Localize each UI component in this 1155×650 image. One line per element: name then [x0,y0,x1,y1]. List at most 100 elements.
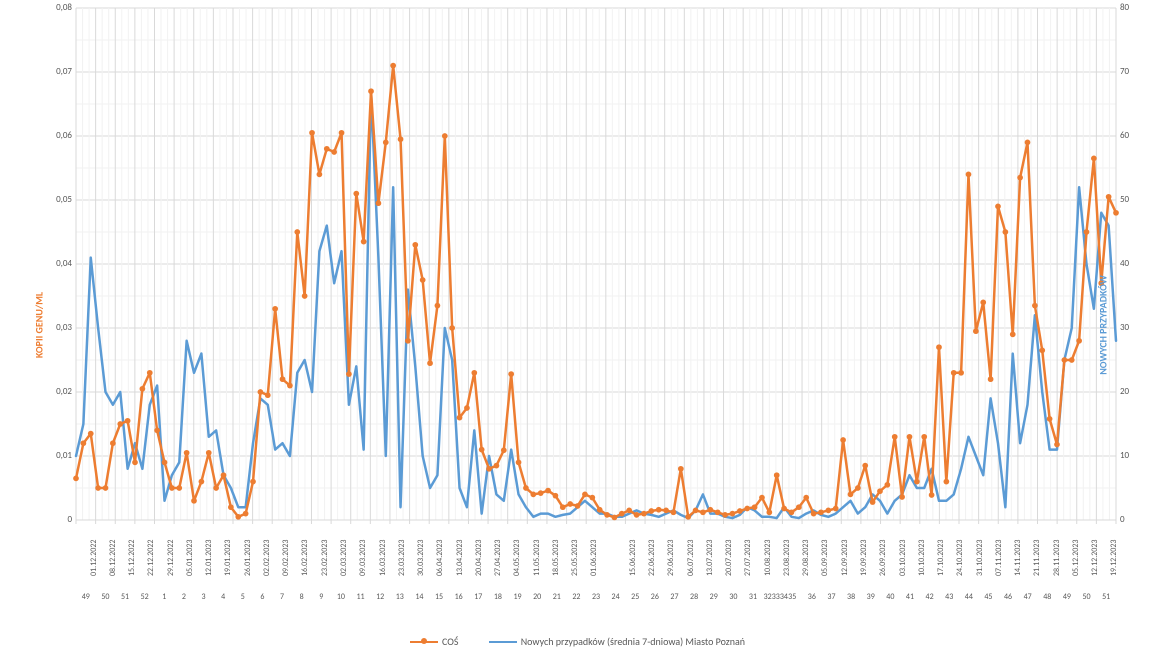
y-left-tick: 0,07 [42,66,72,77]
x-date-tick: 20.07.2023 [724,540,734,576]
x-date-tick: 19.09.2023 [859,540,869,576]
x-date-tick: 27.07.2023 [743,540,753,576]
x-week-tick: 17 [469,592,487,602]
x-date-tick: 05.12.2023 [1071,540,1081,576]
x-week-tick: 51 [116,592,134,602]
x-date-tick: 22.12.2022 [146,540,156,576]
y-right-axis-label: NOWYCH PRZYPADKÓW [1097,275,1110,375]
x-date-tick: 17.10.2023 [936,540,946,576]
x-date-tick: 23.02.2023 [320,540,330,576]
x-week-tick: 44 [960,592,978,602]
x-date-tick: 29.06.2023 [666,540,676,576]
x-date-tick: 30.03.2023 [416,540,426,576]
x-week-tick: 323334 [764,592,782,602]
x-week-tick: 13 [391,592,409,602]
x-date-tick: 09.02.2023 [281,540,291,576]
x-week-tick: 11 [352,592,370,602]
x-date-tick: 01.12.2022 [89,540,99,576]
x-week-tick: 19 [509,592,527,602]
x-date-tick: 09.03.2023 [358,540,368,576]
y-right-tick: 10 [1120,450,1144,461]
x-date-tick: 06.04.2023 [435,540,445,576]
x-date-tick: 20.04.2023 [474,540,484,576]
x-date-tick: 01.06.2023 [589,540,599,576]
x-week-tick: 41 [901,592,919,602]
x-week-tick: 52 [136,592,154,602]
x-week-tick: 3 [195,592,213,602]
x-date-tick: 05.01.2023 [185,540,195,576]
x-week-tick: 25 [626,592,644,602]
legend: COŚ Nowych przypadków (średnia 7-dniowa)… [0,633,1155,649]
x-week-tick: 23 [587,592,605,602]
x-week-tick: 39 [862,592,880,602]
y-left-tick: 0 [42,514,72,525]
x-date-tick: 29.08.2023 [801,540,811,576]
x-week-tick: 49 [1058,592,1076,602]
x-date-tick: 22.06.2023 [647,540,657,576]
x-week-tick: 31 [744,592,762,602]
x-week-tick: 35 [783,592,801,602]
x-week-tick: 21 [548,592,566,602]
x-date-tick: 24.10.2023 [955,540,965,576]
y-right-tick: 20 [1120,386,1144,397]
x-date-tick: 23.03.2023 [397,540,407,576]
y-right-tick: 60 [1120,130,1144,141]
y-right-tick: 70 [1120,66,1144,77]
x-date-tick: 12.01.2023 [204,540,214,576]
x-week-tick: 51 [1097,592,1115,602]
x-week-tick: 28 [685,592,703,602]
x-week-tick: 8 [293,592,311,602]
x-week-tick: 20 [528,592,546,602]
x-date-tick: 14.11.2023 [1013,540,1023,576]
legend-swatch-icon [489,641,517,643]
x-date-tick: 05.09.2023 [820,540,830,576]
x-date-tick: 19.12.2023 [1109,540,1119,576]
x-date-tick: 02.03.2023 [339,540,349,576]
x-date-tick: 12.12.2023 [1090,540,1100,576]
legend-item-cos: COŚ [410,635,458,648]
x-date-tick: 06.07.2023 [686,540,696,576]
x-week-tick: 16 [450,592,468,602]
x-date-tick: 15.12.2022 [127,540,137,576]
y-right-tick: 50 [1120,194,1144,205]
x-date-tick: 08.12.2022 [108,540,118,576]
x-date-tick: 03.10.2023 [898,540,908,576]
x-week-tick: 48 [1038,592,1056,602]
y-right-tick: 30 [1120,322,1144,333]
x-date-tick: 27.04.2023 [493,540,503,576]
x-date-tick: 29.12.2022 [166,540,176,576]
x-date-tick: 11.05.2023 [532,540,542,576]
legend-label: COŚ [442,635,458,648]
x-week-tick: 1 [155,592,173,602]
y-left-tick: 0,05 [42,194,72,205]
x-week-tick: 47 [1019,592,1037,602]
x-week-tick: 24 [607,592,625,602]
x-week-tick: 14 [410,592,428,602]
x-date-tick: 16.03.2023 [378,540,388,576]
x-date-tick: 12.09.2023 [840,540,850,576]
x-week-tick: 49 [77,592,95,602]
x-date-tick: 26.01.2023 [243,540,253,576]
x-date-tick: 25.05.2023 [570,540,580,576]
x-week-tick: 9 [312,592,330,602]
x-date-tick: 28.11.2023 [1052,540,1062,576]
x-week-tick: 27 [665,592,683,602]
x-week-tick: 22 [567,592,585,602]
y-left-tick: 0,08 [42,2,72,13]
x-date-tick: 23.08.2023 [782,540,792,576]
x-week-tick: 50 [1078,592,1096,602]
x-date-tick: 18.05.2023 [551,540,561,576]
x-week-tick: 26 [646,592,664,602]
x-week-tick: 15 [430,592,448,602]
x-week-tick: 4 [214,592,232,602]
x-week-tick: 30 [724,592,742,602]
x-week-tick: 36 [803,592,821,602]
x-week-tick: 6 [253,592,271,602]
legend-label: Nowych przypadków (średnia 7-dniowa) Mia… [521,635,745,648]
y-right-tick: 0 [1120,514,1144,525]
y-left-tick: 0,04 [42,258,72,269]
x-week-tick: 38 [842,592,860,602]
x-week-tick: 50 [96,592,114,602]
x-date-tick: 16.02.2023 [300,540,310,576]
y-right-tick: 40 [1120,258,1144,269]
